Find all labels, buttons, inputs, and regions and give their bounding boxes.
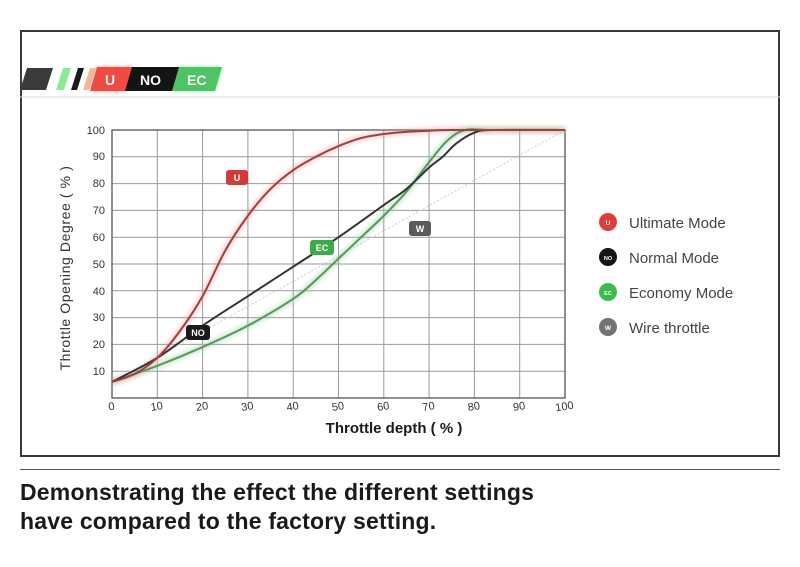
svg-text:EC: EC <box>187 72 206 88</box>
svg-text:Throttle Opening Degree ( % ): Throttle Opening Degree ( % ) <box>57 166 73 371</box>
svg-text:40: 40 <box>93 286 105 298</box>
svg-text:40: 40 <box>286 400 300 414</box>
svg-text:10: 10 <box>150 400 164 414</box>
svg-text:90: 90 <box>512 400 526 414</box>
svg-text:Economy Mode: Economy Mode <box>629 285 733 302</box>
svg-text:EC: EC <box>316 243 329 253</box>
svg-text:90: 90 <box>93 151 105 163</box>
svg-text:50: 50 <box>93 259 105 271</box>
svg-text:EC: EC <box>604 291 612 297</box>
svg-text:W: W <box>416 224 425 234</box>
svg-text:NO: NO <box>191 328 205 338</box>
svg-text:Normal Mode: Normal Mode <box>629 250 719 267</box>
svg-text:100: 100 <box>555 400 575 415</box>
svg-text:10: 10 <box>93 366 105 378</box>
svg-text:60: 60 <box>376 400 390 414</box>
svg-text:Throttle depth ( % ): Throttle depth ( % ) <box>326 420 463 437</box>
svg-text:20: 20 <box>93 339 105 351</box>
svg-text:Wire throttle: Wire throttle <box>629 320 710 337</box>
svg-text:70: 70 <box>422 400 436 414</box>
svg-text:U: U <box>234 173 241 183</box>
svg-text:20: 20 <box>195 400 209 414</box>
svg-text:60: 60 <box>93 232 105 244</box>
svg-text:70: 70 <box>93 205 105 217</box>
svg-text:100: 100 <box>87 125 105 137</box>
svg-text:NO: NO <box>604 256 613 262</box>
svg-text:50: 50 <box>331 400 345 414</box>
svg-text:U: U <box>105 72 115 88</box>
svg-text:NO: NO <box>140 72 161 88</box>
svg-text:80: 80 <box>93 178 105 190</box>
svg-text:30: 30 <box>93 312 105 324</box>
svg-text:U: U <box>606 220 611 227</box>
svg-text:0: 0 <box>108 401 116 414</box>
svg-text:80: 80 <box>467 400 481 414</box>
svg-text:30: 30 <box>240 400 254 414</box>
svg-text:W: W <box>605 325 612 332</box>
svg-text:Ultimate Mode: Ultimate Mode <box>629 215 726 232</box>
